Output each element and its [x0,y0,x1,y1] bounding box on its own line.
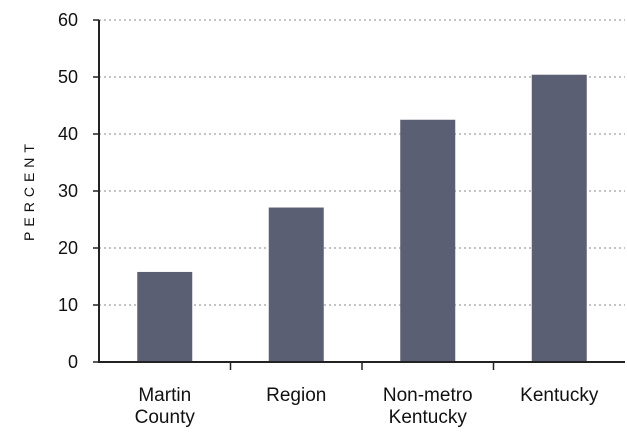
y-tick-label-0: 0 [68,352,78,372]
y-tick-label-50: 50 [58,67,78,87]
y-tick-label-10: 10 [58,295,78,315]
y-tick-label-60: 60 [58,10,78,30]
x-tick-label-kentucky: Kentucky [520,385,599,406]
x-tick-label-region: Region [266,385,326,406]
bar-kentucky [531,74,587,362]
bars [137,74,587,362]
y-tick-label-30: 30 [58,181,78,201]
bar-region [268,207,324,362]
x-tick-label-martin-county: Martin County [135,385,196,428]
y-tick-label-20: 20 [58,238,78,258]
x-tick-label-non-metro-kentucky: Non-metro Kentucky [383,385,473,428]
y-tick-labels: 0 10 20 30 40 50 60 [58,10,78,372]
y-axis-title: PERCENT [21,139,37,241]
y-tick-label-40: 40 [58,124,78,144]
bar-martin-county [137,271,193,362]
x-tick-labels: Martin County Region Non-metro Kentucky Kentu… [135,385,599,428]
bar-non-metro-kentucky [400,119,456,362]
axes [93,19,625,370]
